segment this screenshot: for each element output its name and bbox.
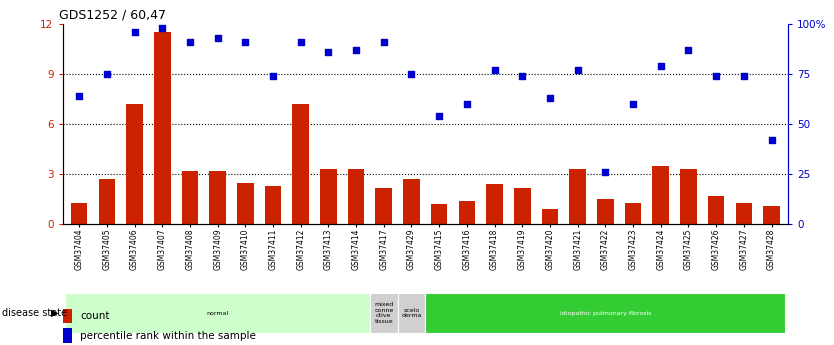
- Bar: [541, 209, 558, 224]
- Point: [433, 114, 446, 119]
- Point: [404, 71, 418, 77]
- Text: mixed
conne
ctive
tissue: mixed conne ctive tissue: [374, 303, 394, 324]
- Bar: [293, 104, 309, 224]
- Bar: [237, 183, 254, 224]
- Point: [156, 26, 169, 31]
- Text: scelo
derma: scelo derma: [401, 308, 422, 318]
- Bar: [514, 188, 530, 224]
- Point: [571, 67, 585, 73]
- Point: [294, 39, 308, 45]
- FancyBboxPatch shape: [398, 293, 425, 333]
- Point: [100, 71, 113, 77]
- Text: GDS1252 / 60,47: GDS1252 / 60,47: [59, 9, 166, 22]
- Point: [737, 73, 751, 79]
- Point: [488, 67, 501, 73]
- Text: disease state: disease state: [2, 308, 67, 318]
- Bar: [736, 203, 752, 224]
- Text: percentile rank within the sample: percentile rank within the sample: [80, 331, 256, 341]
- Point: [765, 137, 778, 143]
- Point: [515, 73, 529, 79]
- Point: [626, 101, 640, 107]
- Text: normal: normal: [207, 310, 229, 316]
- Text: idiopathic pulmonary fibrosis: idiopathic pulmonary fibrosis: [560, 310, 651, 316]
- Point: [266, 73, 279, 79]
- Bar: [431, 204, 448, 224]
- Bar: [375, 188, 392, 224]
- Bar: [348, 169, 364, 224]
- Bar: [403, 179, 420, 224]
- Point: [349, 47, 363, 53]
- Bar: [597, 199, 614, 224]
- Bar: [264, 186, 281, 224]
- Bar: [708, 196, 725, 224]
- Point: [73, 93, 86, 99]
- Point: [681, 47, 695, 53]
- Point: [654, 63, 667, 69]
- Point: [211, 36, 224, 41]
- FancyBboxPatch shape: [425, 293, 786, 333]
- FancyBboxPatch shape: [65, 293, 370, 333]
- Point: [710, 73, 723, 79]
- Point: [599, 169, 612, 175]
- Point: [322, 49, 335, 55]
- Point: [128, 29, 141, 35]
- Point: [377, 39, 390, 45]
- Bar: [625, 203, 641, 224]
- Point: [543, 96, 556, 101]
- Point: [460, 101, 474, 107]
- Bar: [63, 309, 72, 324]
- Bar: [652, 166, 669, 224]
- Bar: [486, 184, 503, 224]
- Text: ▶: ▶: [51, 308, 58, 318]
- Bar: [763, 206, 780, 224]
- Text: count: count: [80, 311, 109, 321]
- Bar: [182, 171, 198, 224]
- Bar: [570, 169, 586, 224]
- Point: [183, 39, 197, 45]
- Bar: [154, 32, 171, 224]
- Bar: [680, 169, 696, 224]
- Bar: [71, 203, 88, 224]
- Point: [239, 39, 252, 45]
- FancyBboxPatch shape: [370, 293, 398, 333]
- Bar: [320, 169, 337, 224]
- Bar: [126, 104, 143, 224]
- Bar: [459, 201, 475, 224]
- Bar: [63, 328, 72, 343]
- Bar: [98, 179, 115, 224]
- Bar: [209, 171, 226, 224]
